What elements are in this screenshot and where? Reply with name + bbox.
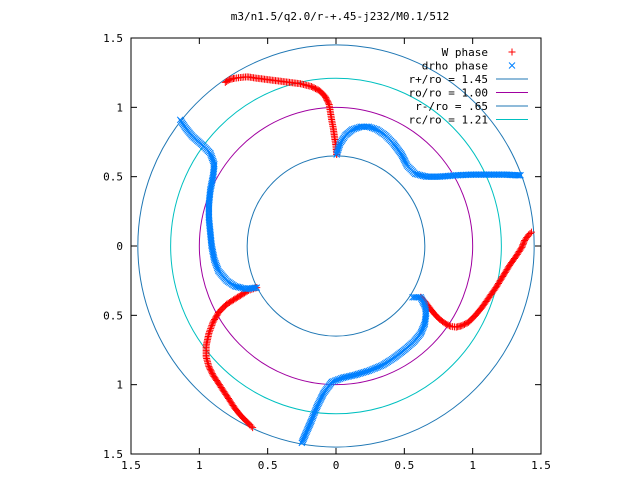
point-s1-a0-26: [360, 123, 368, 131]
point-s0-a2-35: [209, 318, 217, 326]
circle-1: [198, 106, 474, 386]
point-s1-a0-110: [474, 171, 481, 178]
point-s1-a0-121: [492, 171, 499, 178]
y-tick-label-3: 0: [116, 240, 123, 253]
y-tick-label-1: 1: [116, 101, 123, 114]
legend-marker-1: [508, 62, 516, 69]
x-tick-label-3: 0: [333, 459, 340, 472]
point-s0-a2-39: [207, 325, 215, 333]
point-s1-a0-113: [479, 171, 486, 178]
point-s1-a1-131: [251, 284, 259, 292]
x-tick-label-2: 0.5: [258, 459, 278, 472]
point-s1-a2-134: [415, 293, 423, 301]
chart-title: m3/n1.5/q2.0/r-+.45-j232/M0.1/512: [231, 10, 450, 23]
series-1: [176, 116, 524, 447]
circle-2: [246, 155, 426, 337]
point-s1-a0-25: [358, 123, 366, 131]
legend-label-1: drho phase: [422, 60, 488, 73]
series-0: [202, 73, 535, 432]
point-s0-a2-38: [207, 323, 215, 331]
point-s1-a0-135: [514, 171, 522, 179]
point-s0-a2-34: [210, 317, 218, 325]
circle-0: [137, 44, 535, 448]
x-tick-label-1: 1: [196, 459, 203, 472]
legend-label-4: r-/ro = .65: [415, 100, 488, 113]
legend-label-2: r+/ro = 1.45: [409, 73, 488, 86]
point-s1-a2-135: [414, 293, 421, 301]
point-s1-a1-132: [253, 284, 261, 291]
point-s1-a2-133: [417, 293, 425, 301]
x-tick-label-6: 1.5: [531, 459, 551, 472]
point-s1-a0-111: [475, 171, 483, 178]
point-s1-a0-108: [470, 171, 478, 178]
x-tick-label-5: 1: [469, 459, 476, 472]
point-s1-a0-107: [469, 171, 477, 178]
point-s0-a2-109: [247, 422, 255, 430]
point-s1-a2-137: [410, 293, 418, 301]
point-s0-a2-36: [208, 320, 216, 328]
point-s1-a0-117: [485, 171, 493, 178]
legend-label-5: rc/ro = 1.21: [409, 114, 488, 127]
x-tick-label-4: 0.5: [394, 459, 414, 472]
point-s1-a2-136: [412, 293, 420, 301]
legend-marker-0: [508, 48, 516, 56]
point-s1-a0-112: [477, 171, 485, 178]
ticks-layer: 1.5 1 0.5 0 0.5 1 1.51.510.500.511.5: [103, 32, 551, 472]
point-s1-a0-124: [497, 171, 504, 178]
point-s1-a0-115: [482, 171, 490, 178]
point-s1-a0-120: [490, 171, 498, 178]
point-s1-a0-118: [487, 171, 495, 178]
point-s1-a0-125: [498, 171, 506, 178]
y-tick-label-2: 0.5: [103, 171, 123, 184]
point-s0-a2-41: [205, 328, 213, 336]
point-s1-a0-114: [480, 171, 488, 178]
point-s1-a0-119: [488, 171, 496, 178]
legend-label-0: W phase: [442, 46, 488, 59]
point-s1-a0-122: [493, 171, 501, 178]
y-tick-label-5: 1: [116, 379, 123, 392]
point-s1-a0-116: [484, 171, 491, 178]
series-layer: [176, 73, 535, 447]
x-tick-label-0: 1.5: [121, 459, 141, 472]
point-s1-a0-123: [495, 171, 503, 178]
point-s1-a0-109: [472, 171, 480, 178]
y-tick-label-0: 1.5: [103, 32, 123, 45]
point-s0-a0-71: [324, 99, 332, 107]
circles-layer: [137, 44, 535, 448]
circle-3: [170, 77, 502, 415]
point-s0-a1-26: [445, 322, 453, 330]
point-s1-a2-138: [409, 293, 416, 301]
y-tick-label-4: 0.5: [103, 309, 123, 322]
y-tick-label-6: 1.5: [103, 448, 123, 461]
point-s1-a0-136: [515, 171, 523, 179]
point-s0-a2-40: [206, 326, 214, 334]
legend-label-3: ro/ro = 1.00: [409, 87, 488, 100]
point-s0-a1-106: [527, 228, 535, 236]
point-s0-a1-105: [526, 230, 534, 238]
point-s0-a2-110: [249, 424, 257, 432]
point-s0-a2-37: [208, 321, 216, 329]
point-s1-a0-137: [517, 171, 524, 179]
point-s1-a0-24: [357, 123, 364, 131]
